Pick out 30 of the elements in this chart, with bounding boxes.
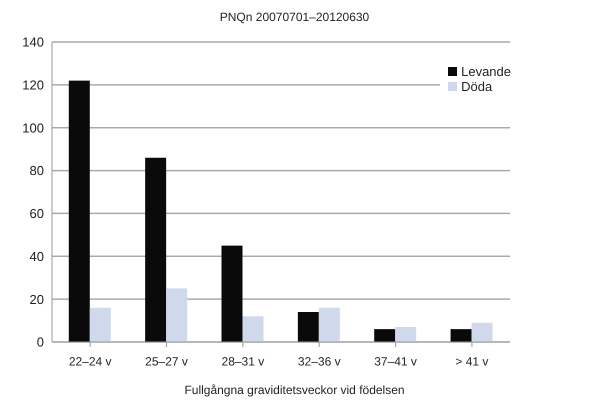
bar bbox=[298, 312, 319, 342]
x-tick-label: 32–36 v bbox=[298, 354, 341, 369]
legend-label: Döda bbox=[461, 79, 492, 94]
y-tick-label: 80 bbox=[30, 163, 44, 178]
chart-title: PNQn 20070701–20120630 bbox=[218, 10, 370, 24]
bar bbox=[90, 308, 111, 342]
x-tick-label: > 41 v bbox=[455, 354, 488, 369]
bar bbox=[374, 329, 396, 342]
x-tick-label: 37–41 v bbox=[374, 354, 417, 369]
y-tick-label: 40 bbox=[30, 248, 44, 264]
x-tick-label: 25–27 v bbox=[145, 354, 188, 369]
bar bbox=[395, 327, 416, 342]
bar bbox=[242, 316, 264, 342]
y-tick-label: 0 bbox=[36, 334, 44, 350]
y-tick-label: 60 bbox=[30, 206, 44, 222]
bar bbox=[166, 288, 188, 342]
bar bbox=[450, 329, 472, 342]
y-tick-label: 120 bbox=[22, 77, 44, 92]
x-tick-label: 22–24 v bbox=[68, 354, 112, 369]
bar bbox=[145, 158, 166, 342]
legend-label: Levande bbox=[461, 64, 511, 79]
y-tick-label: 100 bbox=[22, 120, 44, 136]
bar bbox=[68, 80, 90, 342]
bar bbox=[318, 308, 340, 342]
bar bbox=[222, 246, 242, 342]
y-tick-label: 140 bbox=[22, 34, 44, 50]
bar bbox=[472, 322, 493, 342]
y-tick-label: 20 bbox=[30, 292, 44, 307]
x-tick-label: 28–31 v bbox=[222, 354, 264, 369]
x-axis-title: Fullgångna graviditetsveckor vid födelsen bbox=[183, 383, 406, 397]
